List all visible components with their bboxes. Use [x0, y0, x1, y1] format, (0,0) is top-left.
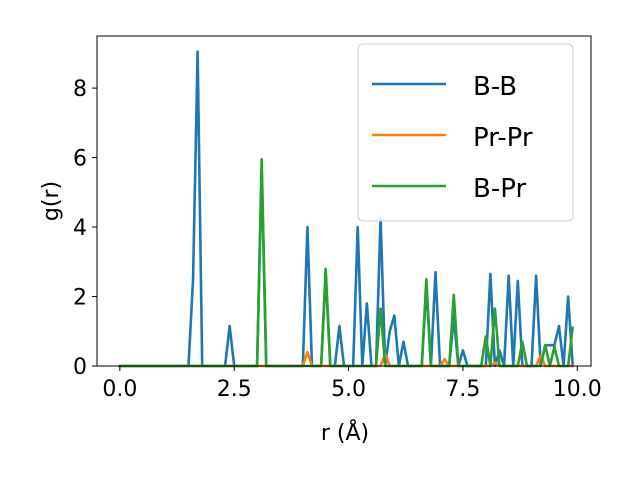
legend-box: [357, 43, 574, 222]
plot-area: [96, 35, 592, 368]
legend: B-B Pr-Pr B-Pr: [357, 43, 574, 222]
y-tick-label: 8: [73, 77, 87, 102]
x-tick-label: 5.0: [331, 377, 366, 402]
x-axis-label: r (Å): [321, 419, 369, 446]
x-tick-label: 0.0: [102, 377, 137, 402]
x-tick-label: 2.5: [217, 377, 252, 402]
x-tick-label: 10.0: [553, 377, 602, 402]
axes-frame: [96, 35, 592, 367]
legend-label-b-b: B-B: [473, 72, 517, 102]
x-tick-label: 7.5: [445, 377, 480, 402]
legend-label-pr-pr: Pr-Pr: [473, 123, 533, 153]
y-tick-label: 2: [73, 286, 87, 311]
y-tick-label: 4: [73, 216, 87, 241]
y-axis-label: g(r): [39, 181, 64, 221]
axis-ticks: 0.0 2.5 5.0 7.5 10.0 0 2 4 6 8: [73, 77, 602, 402]
y-tick-label: 0: [73, 355, 87, 380]
legend-label-b-pr: B-Pr: [473, 174, 526, 204]
y-tick-label: 6: [73, 147, 87, 172]
